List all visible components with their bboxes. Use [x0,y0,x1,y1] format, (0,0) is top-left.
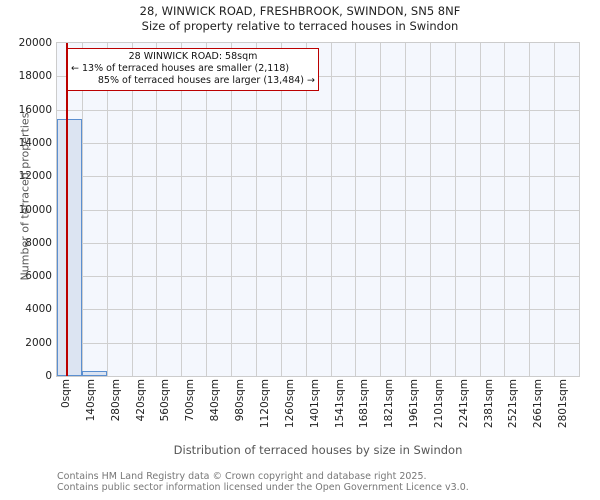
gridline-vertical [156,43,158,376]
y-axis-tick-label: 4000 [25,303,52,316]
x-axis-tick-label: 1961sqm [408,379,421,429]
gridline-vertical [529,43,531,376]
gridline-horizontal [57,276,579,278]
gridline-vertical [429,43,431,376]
annotation-smaller: ← 13% of terraced houses are smaller (2,… [71,63,290,74]
gridline-vertical [106,43,108,376]
gridline-vertical [81,43,83,376]
gridline-vertical [380,43,382,376]
x-axis-tick-label: 2241sqm [457,379,470,429]
x-axis-tick-label: 2661sqm [532,379,545,429]
annotation-box: 28 WINWICK ROAD: 58sqm ← 13% of terraced… [67,48,319,91]
x-axis-tick-label: 1541sqm [333,379,346,429]
y-axis: 0 2000 4000 6000 8000 10000 12000 14000 16000 180… [0,37,52,382]
x-axis-tick-label: 1681sqm [358,379,371,429]
gridline-vertical [131,43,133,376]
gridline-vertical [405,43,407,376]
y-axis-tick-label: 16000 [18,103,52,116]
x-axis-tick-label: 1120sqm [258,379,271,429]
x-axis-tick-label: 280sqm [109,379,122,422]
footer-line-2: Contains public sector information licen… [57,482,469,493]
x-axis-tick-label: 1401sqm [308,379,321,429]
y-axis-tick-label: 2000 [25,336,52,349]
y-axis-title: Number of terraced properties [18,112,32,281]
y-axis-tick-label: 6000 [25,270,52,283]
gridline-horizontal [57,309,579,311]
property-marker-line [66,43,69,376]
x-axis-tick-label: 140sqm [84,379,97,422]
y-axis-tick-label: 8000 [25,236,52,249]
y-axis-tick-label: 20000 [18,37,52,49]
gridline-horizontal [57,209,579,211]
gridline-vertical [479,43,481,376]
gridline-vertical [454,43,456,376]
x-axis-tick-label: 2101sqm [432,379,445,429]
gridline-vertical [504,43,506,376]
gridline-horizontal [57,242,579,244]
bar [57,118,82,376]
x-axis-tick-label: 1821sqm [383,379,396,429]
x-axis-tick-label: 0sqm [60,379,72,409]
gridline-vertical [255,43,257,376]
gridline-horizontal [57,176,579,178]
gridline-vertical [280,43,282,376]
plot-area: 28 WINWICK ROAD: 58sqm ← 13% of terraced… [56,42,580,377]
y-axis-tick-label: 12000 [18,170,52,183]
y-axis-tick-label: 10000 [18,203,52,216]
x-axis-tick-label: 1260sqm [283,379,296,429]
y-axis-tick-label: 14000 [18,136,52,149]
annotation-title: 28 WINWICK ROAD: 58sqm [128,51,258,62]
x-axis-tick-label: 2381sqm [482,379,495,429]
footer-line-1: Contains HM Land Registry data © Crown c… [57,471,427,482]
page-title: 28, WINWICK ROAD, FRESHBROOK, SWINDON, S… [139,4,461,18]
gridline-vertical [305,43,307,376]
bar [81,370,107,376]
gridline-horizontal [57,109,579,111]
gridline-horizontal [57,342,579,344]
page-subtitle: Size of property relative to terraced ho… [141,19,459,33]
annotation-larger: 85% of terraced houses are larger (13,48… [97,75,315,86]
y-axis-tick-label: 18000 [18,70,52,83]
footer: Contains HM Land Registry data © Crown c… [57,471,597,493]
y-axis-tick-label: 0 [45,370,52,382]
gridline-vertical [355,43,357,376]
x-axis-tick-label: 420sqm [134,379,147,422]
gridline-vertical [554,43,556,376]
gridline-vertical [330,43,332,376]
x-axis-tick-label: 980sqm [233,379,246,422]
x-axis-tick-label: 700sqm [184,379,197,422]
x-axis-title: Distribution of terraced houses by size … [173,443,463,457]
gridline-vertical [230,43,232,376]
x-axis-tick-label: 2801sqm [557,379,570,429]
x-axis: 0sqm 140sqm 280sqm 420sqm 560sqm 700sqm 840sqm… [56,379,580,449]
x-axis-tick-label: 560sqm [159,379,172,422]
x-axis-tick-label: 2521sqm [507,379,520,429]
gridline-horizontal [57,142,579,144]
chart-title-block: 28, WINWICK ROAD, FRESHBROOK, SWINDON, S… [0,4,600,34]
gridline-vertical [181,43,183,376]
x-axis-tick-label: 840sqm [209,379,222,422]
gridline-vertical [206,43,208,376]
